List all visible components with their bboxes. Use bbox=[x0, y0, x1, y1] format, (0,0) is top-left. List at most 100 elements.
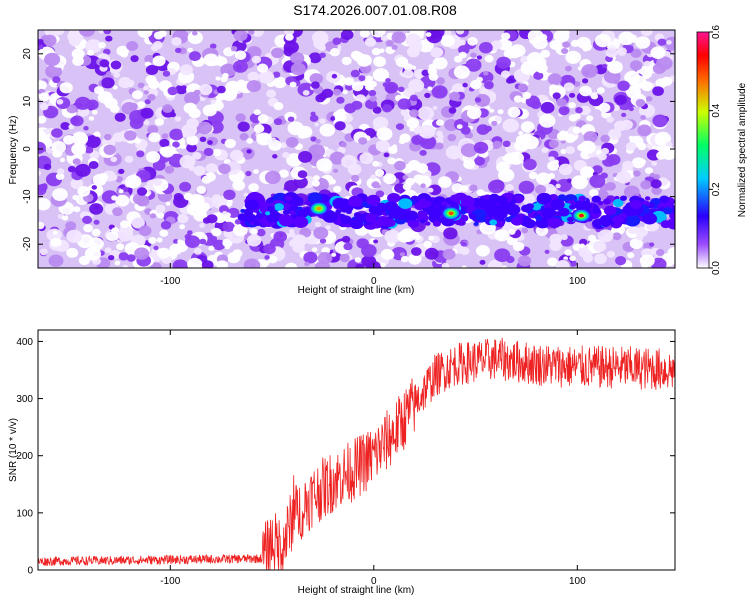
spectrogram-speckle bbox=[273, 102, 284, 111]
spectrogram-speckle bbox=[475, 245, 490, 257]
spectrogram-speckle bbox=[436, 77, 445, 85]
colorbar-tick-label: 0.0 bbox=[711, 261, 722, 275]
spectrogram-speckle bbox=[222, 72, 229, 79]
spectrogram-speckle bbox=[84, 146, 94, 154]
spectrogram-speckle bbox=[383, 173, 397, 185]
spectrogram-speckle bbox=[375, 190, 385, 198]
spectrogram-speckle bbox=[428, 184, 442, 196]
spectrogram-speckle bbox=[248, 30, 255, 35]
spectrogram-speckle bbox=[251, 55, 262, 64]
spectrogram-speckle bbox=[197, 121, 213, 135]
spectrogram-speckle bbox=[237, 79, 246, 87]
spectrogram-speckle bbox=[233, 30, 248, 42]
spectrogram-speckle bbox=[111, 195, 118, 201]
spectrogram-speckle bbox=[224, 138, 236, 149]
spectrogram-speckle bbox=[173, 263, 180, 268]
spectrogram-speckle bbox=[456, 124, 463, 129]
spectrogram-speckle bbox=[232, 179, 246, 191]
spectrogram-speckle bbox=[285, 33, 294, 41]
spectrogram-speckle bbox=[572, 126, 582, 134]
spectrogram-speckle bbox=[128, 102, 138, 111]
spectrogram-speckle bbox=[652, 86, 664, 96]
spectrogram-speckle bbox=[99, 59, 110, 68]
spectrogram-speckle bbox=[66, 229, 83, 243]
spectrogram-speckle bbox=[148, 132, 161, 143]
spectrogram-speckle bbox=[143, 90, 149, 95]
spectrogram-speckle bbox=[173, 239, 179, 244]
signal-band-cell bbox=[385, 218, 396, 227]
spectrogram-speckle bbox=[528, 171, 538, 180]
spectrogram-speckle bbox=[122, 186, 129, 193]
spectrogram-speckle bbox=[434, 137, 444, 145]
spectrogram-speckle bbox=[540, 101, 555, 114]
spectrogram-speckle bbox=[193, 205, 202, 213]
spectrogram-speckle bbox=[635, 36, 651, 49]
spectrogram-speckle bbox=[372, 160, 380, 167]
spectrogram-speckle bbox=[540, 49, 551, 58]
signal-band-cell bbox=[479, 199, 493, 210]
spectrogram-speckle bbox=[533, 71, 544, 80]
spectrogram-speckle bbox=[651, 161, 658, 166]
signal-band-cell bbox=[510, 199, 517, 204]
spectrogram-speckle bbox=[138, 225, 152, 236]
spectrogram-speckle bbox=[167, 86, 178, 96]
spectrogram-speckle bbox=[210, 99, 216, 105]
signal-band-cell bbox=[274, 203, 284, 211]
spectrogram-speckle bbox=[152, 55, 166, 67]
spectrogram-speckle bbox=[666, 40, 672, 45]
y-tick-label: 20 bbox=[22, 48, 33, 60]
spectrogram-speckle bbox=[365, 84, 373, 91]
spectrogram-speckle bbox=[507, 106, 521, 118]
spectrogram-speckle bbox=[181, 123, 198, 137]
spectrogram-speckle bbox=[150, 262, 162, 268]
signal-band-cell bbox=[521, 204, 531, 213]
signal-band-cell bbox=[612, 198, 624, 208]
spectrogram-speckle bbox=[311, 81, 320, 89]
spectrogram-speckle bbox=[571, 175, 588, 190]
colorbar-gradient bbox=[696, 31, 710, 269]
y-tick-label: -20 bbox=[22, 237, 33, 252]
spectrogram-speckle bbox=[91, 109, 98, 115]
spectrogram-speckle bbox=[266, 89, 277, 98]
signal-band-cell bbox=[347, 195, 363, 207]
spectrogram-speckle bbox=[369, 95, 377, 102]
spectrogram-speckle bbox=[272, 154, 278, 159]
spectrogram-speckle bbox=[365, 37, 376, 47]
signal-band-cell bbox=[626, 206, 634, 213]
spectrogram-speckle bbox=[397, 230, 412, 243]
spectrogram-speckle bbox=[364, 75, 374, 83]
spectrogram-speckle bbox=[382, 104, 393, 113]
spectrogram-speckle bbox=[441, 262, 450, 268]
spectrogram-speckle bbox=[209, 43, 217, 49]
spectrogram-speckle bbox=[589, 174, 606, 188]
spectrogram-speckle bbox=[644, 167, 654, 175]
spectrogram-speckle bbox=[420, 183, 426, 188]
spectrogram-speckle bbox=[495, 115, 502, 122]
spectrogram-speckle bbox=[564, 107, 569, 112]
spectrogram-speckle bbox=[290, 62, 306, 76]
colorbar-tick-label: 0.6 bbox=[711, 25, 722, 39]
spectrogram-speckle bbox=[405, 33, 422, 48]
signal-band-cell bbox=[494, 213, 502, 220]
spectrogram-speckle bbox=[228, 82, 234, 87]
spectrogram-speckle bbox=[55, 172, 65, 180]
spectrogram-speckle bbox=[116, 45, 129, 57]
spectrogram-speckle bbox=[512, 241, 525, 252]
spectrogram-speckle bbox=[71, 143, 87, 156]
spectrogram-speckle bbox=[88, 161, 99, 169]
spectrogram-speckle bbox=[239, 133, 249, 141]
y-tick-label: -10 bbox=[22, 189, 33, 204]
spectrogram-speckle bbox=[575, 107, 583, 114]
spectrogram-speckle bbox=[451, 83, 465, 95]
spectrogram-x-ticks: -100 0 100 bbox=[160, 30, 586, 287]
spectrogram-speckle bbox=[297, 170, 308, 179]
spectrogram-speckle bbox=[626, 85, 641, 99]
spectrogram-speckle bbox=[144, 99, 151, 105]
spectrogram-speckle bbox=[85, 39, 102, 54]
spectrogram-speckle bbox=[205, 163, 218, 174]
spectrogram-speckle bbox=[508, 228, 516, 235]
spectrogram-speckle bbox=[629, 60, 643, 71]
signal-band-cell bbox=[669, 212, 675, 220]
x-tick-label: -100 bbox=[160, 276, 180, 287]
spectrogram-speckle bbox=[518, 131, 524, 136]
